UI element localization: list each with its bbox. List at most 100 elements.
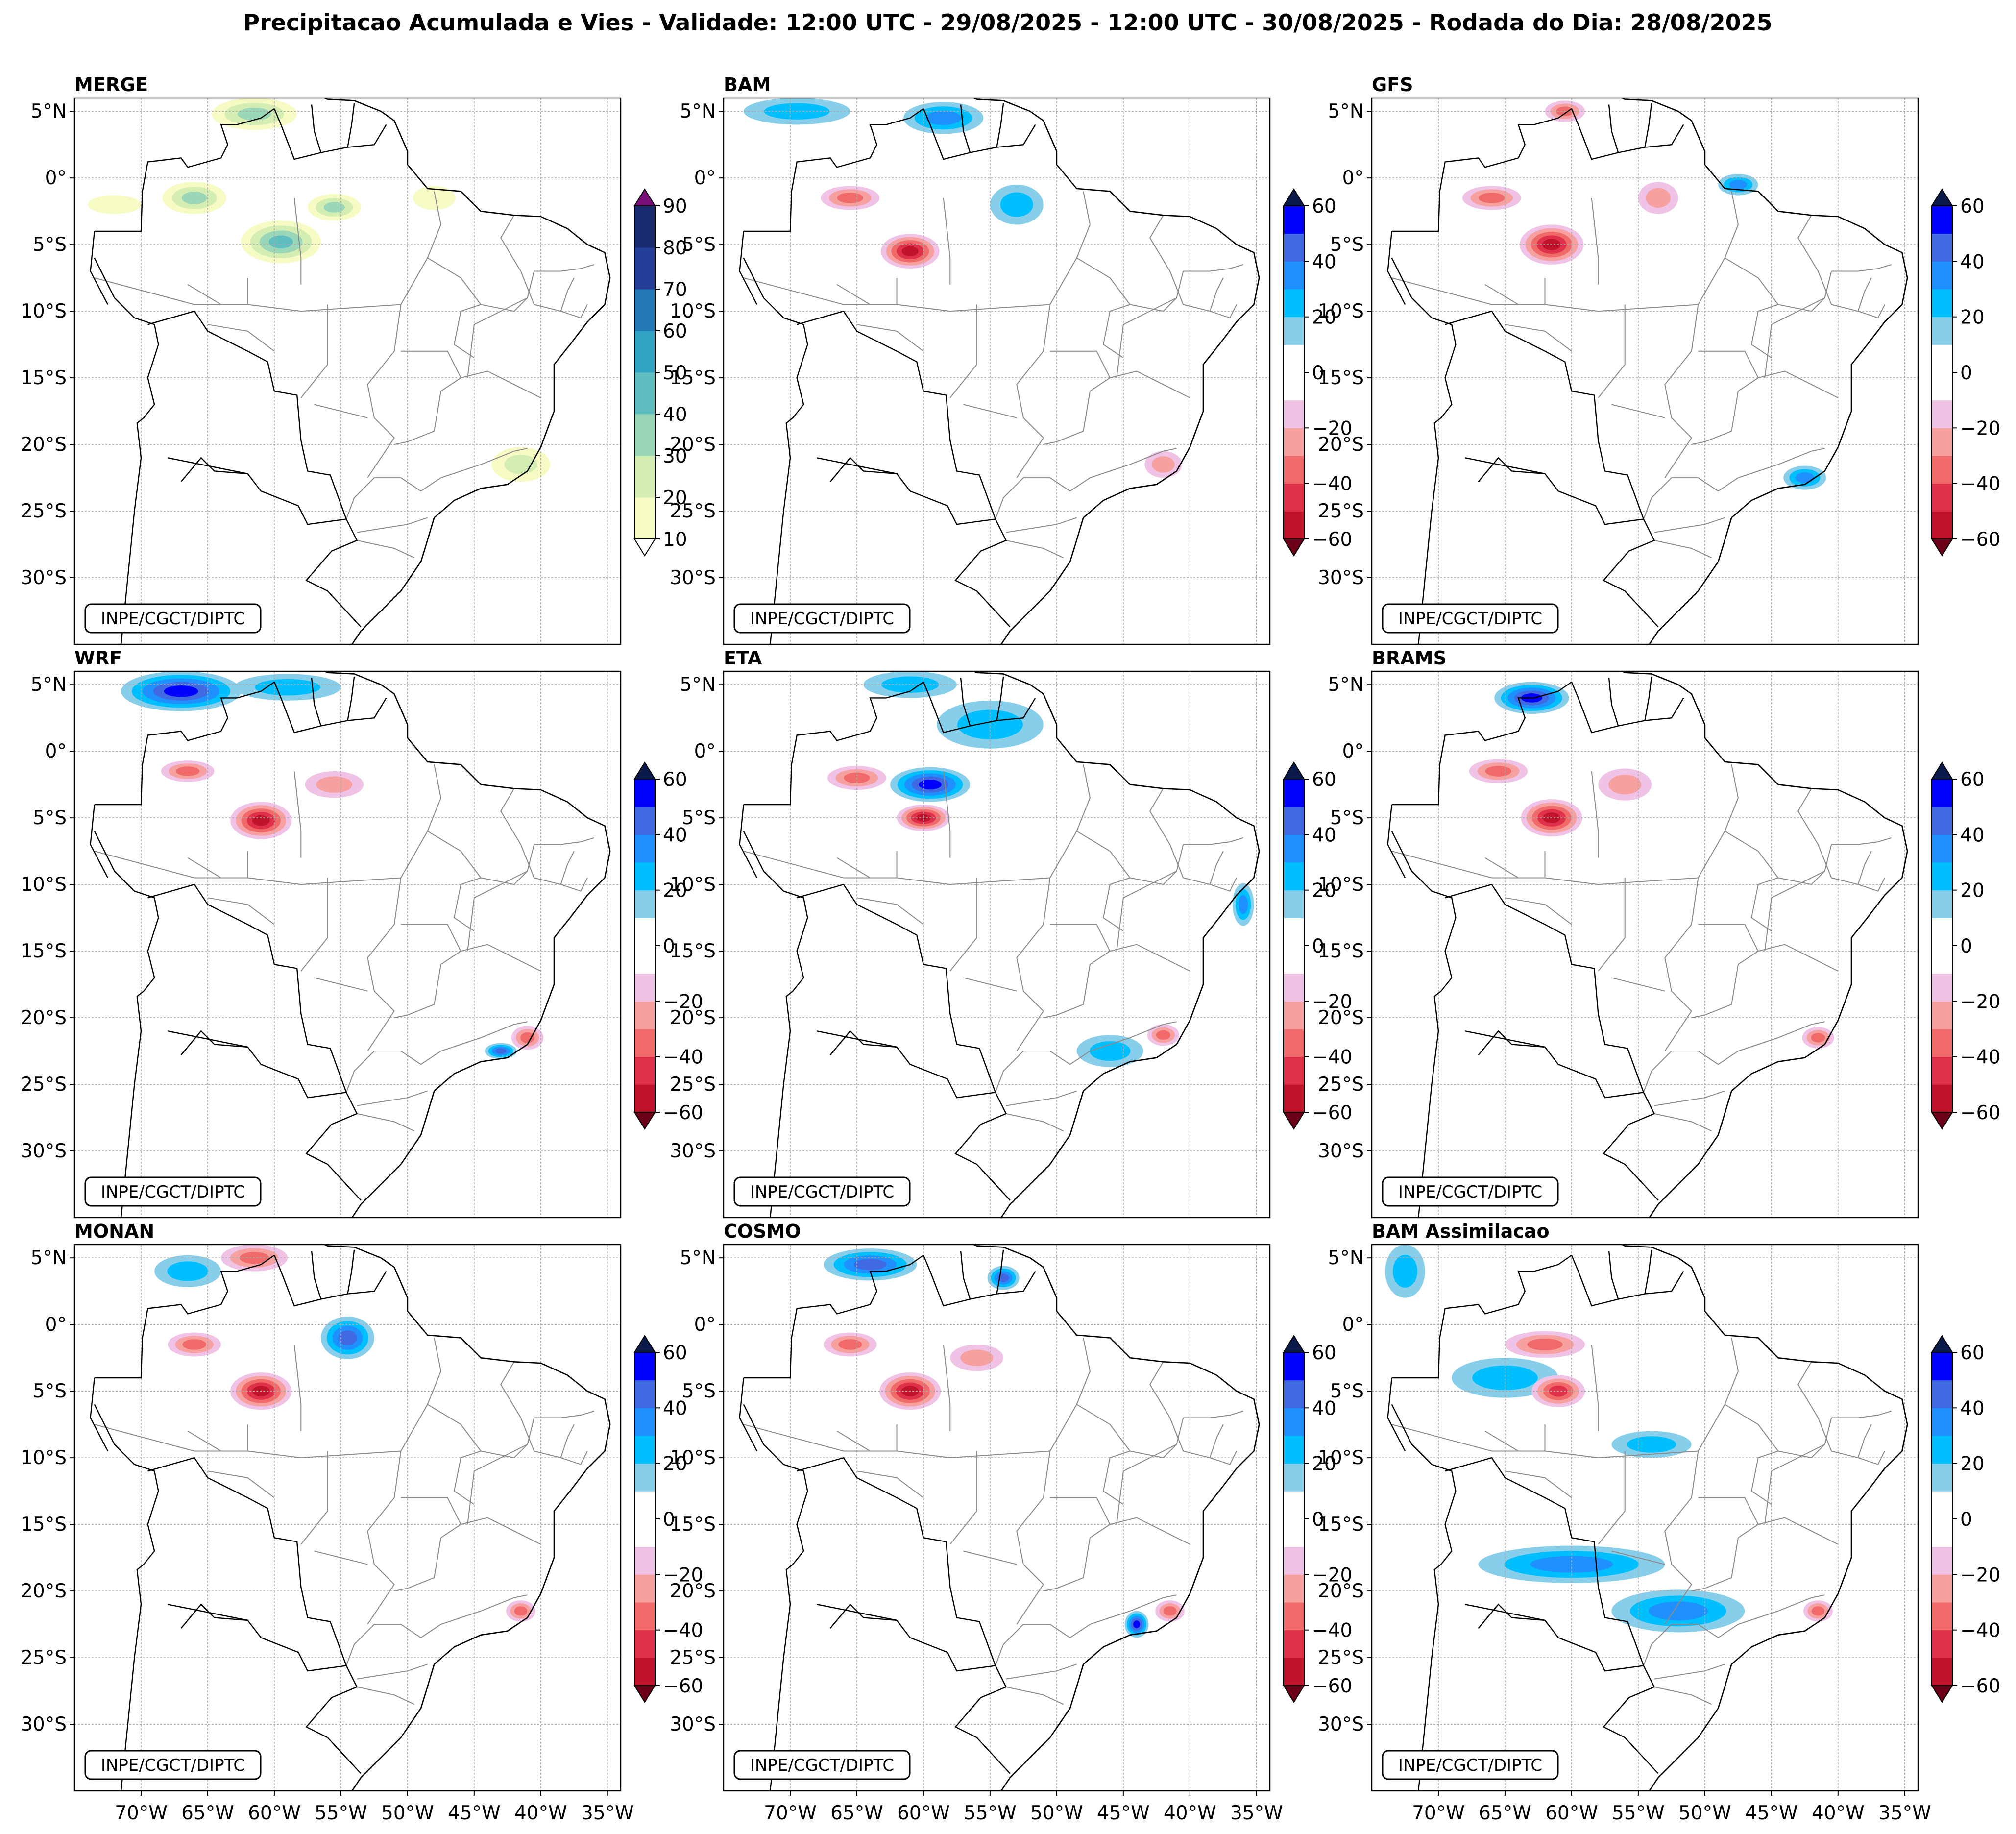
country-border (1391, 831, 1457, 1218)
country-border (1445, 310, 1644, 519)
colorbar-label: −20 (1312, 1564, 1352, 1586)
country-border (94, 1404, 159, 1791)
state-boundary (1797, 1361, 1872, 1459)
colorbar-bin (634, 1602, 655, 1631)
colorbar-bin (1284, 973, 1304, 1002)
state-boundary (836, 284, 871, 305)
state-boundary (1391, 1338, 1739, 1459)
state-boundary (1050, 350, 1111, 392)
country-border (1387, 1377, 1406, 1452)
colorbar-label: 40 (1960, 251, 1985, 273)
map-background (1372, 98, 1918, 644)
credit-box (733, 1750, 911, 1780)
colorbar: −60 −40 −20 0 20 40 60 (1931, 188, 2000, 557)
lon-label: 65°W (181, 1802, 234, 1824)
state-boundary (1006, 1686, 1064, 1705)
lon-label: 65°W (1479, 1802, 1531, 1824)
colorbar-label: 50 (663, 362, 687, 384)
bias-area (919, 780, 942, 790)
colorbar-bin (1932, 1574, 1952, 1603)
state-boundary (1764, 1444, 1825, 1525)
country-border (996, 676, 1004, 721)
country-border (743, 257, 808, 644)
lat-label: 5°S (1330, 1380, 1364, 1402)
colorbar-bin (1284, 233, 1304, 262)
state-boundary (374, 1610, 481, 1638)
bias-area (1156, 1030, 1170, 1040)
lat-label: 25°S (670, 1074, 716, 1096)
colorbar-bin (634, 834, 655, 863)
country-border (1603, 1665, 1659, 1774)
lat-label: 0° (1342, 167, 1364, 189)
state-boundary (314, 977, 368, 992)
colorbar-extend-max (633, 1335, 656, 1353)
state-boundary (1598, 1451, 1626, 1545)
colorbar-label: 60 (663, 1342, 687, 1364)
lat-label: 20°S (21, 1580, 67, 1602)
colorbar-label: 40 (1312, 251, 1336, 273)
colorbar-bin (1284, 1056, 1304, 1085)
colorbar-bin (1932, 1001, 1952, 1029)
colorbar: −60 −40 −20 0 20 40 60 (1931, 1335, 2000, 1703)
state-boundary (1778, 448, 1825, 465)
state-boundary (374, 1037, 481, 1065)
bias-area (997, 1273, 1009, 1282)
colorbar-bin (634, 807, 655, 835)
colorbar-bin (1932, 511, 1952, 539)
country-border (739, 1377, 758, 1452)
credit-box (1382, 603, 1559, 634)
lat-label: 0° (45, 740, 67, 762)
colorbar-bin (634, 918, 655, 946)
lat-label: 5°N (31, 1247, 67, 1269)
colorbar-bin (1932, 1029, 1952, 1057)
country-border (311, 1251, 322, 1299)
colorbar-label: 40 (663, 824, 687, 846)
colorbar-label: 60 (1960, 196, 1985, 218)
state-boundary (427, 831, 535, 885)
lat-label: 15°S (1318, 940, 1364, 962)
colorbar: −60 −40 −20 0 20 40 60 (633, 761, 703, 1130)
country-border (1391, 1254, 1572, 1379)
bias-area (901, 246, 919, 256)
state-boundary (949, 878, 977, 972)
lat-label: 5°N (680, 1247, 716, 1269)
lon-label: 60°W (248, 1802, 301, 1824)
colorbar-label: −40 (1312, 1047, 1352, 1069)
colorbar-label: −20 (663, 991, 703, 1013)
credit-box (733, 603, 911, 634)
colorbar-bin (1284, 1574, 1304, 1603)
colorbar-bin (634, 1029, 655, 1057)
country-border (168, 1604, 346, 1672)
bias-area (182, 1339, 206, 1350)
lat-label: 10°S (670, 1447, 716, 1469)
map-background (1372, 671, 1918, 1218)
colorbar-bin (1284, 1658, 1304, 1686)
colorbar-bin (1932, 1408, 1952, 1436)
state-boundary (1671, 1037, 1778, 1065)
country-border (1608, 1251, 1619, 1299)
colorbar-bin (1284, 317, 1304, 345)
state-boundary (1076, 831, 1184, 885)
state-boundary (1149, 1361, 1224, 1459)
state-boundary (1023, 1037, 1130, 1065)
country-border (180, 457, 248, 482)
lon-label: 45°W (1097, 1802, 1150, 1824)
country-border (94, 681, 275, 806)
state-boundary (1043, 391, 1091, 445)
colorbar-label: 20 (663, 880, 687, 902)
colorbar-bin (1284, 1546, 1304, 1575)
precip-area (413, 186, 456, 210)
country-border (1391, 681, 1572, 806)
lon-label: 40°W (514, 1802, 567, 1824)
state-boundary (461, 944, 541, 972)
state-boundary (1210, 878, 1237, 892)
colorbar-bin (1932, 1463, 1952, 1492)
colorbar-label: −40 (663, 1620, 703, 1642)
state-boundary (1611, 404, 1665, 418)
state-boundary (1654, 539, 1712, 559)
precip-area (182, 192, 207, 204)
state-boundary (481, 1594, 528, 1612)
lat-label: 15°S (21, 367, 67, 389)
colorbar-label: 20 (663, 1453, 687, 1475)
country-border (954, 1092, 1011, 1201)
